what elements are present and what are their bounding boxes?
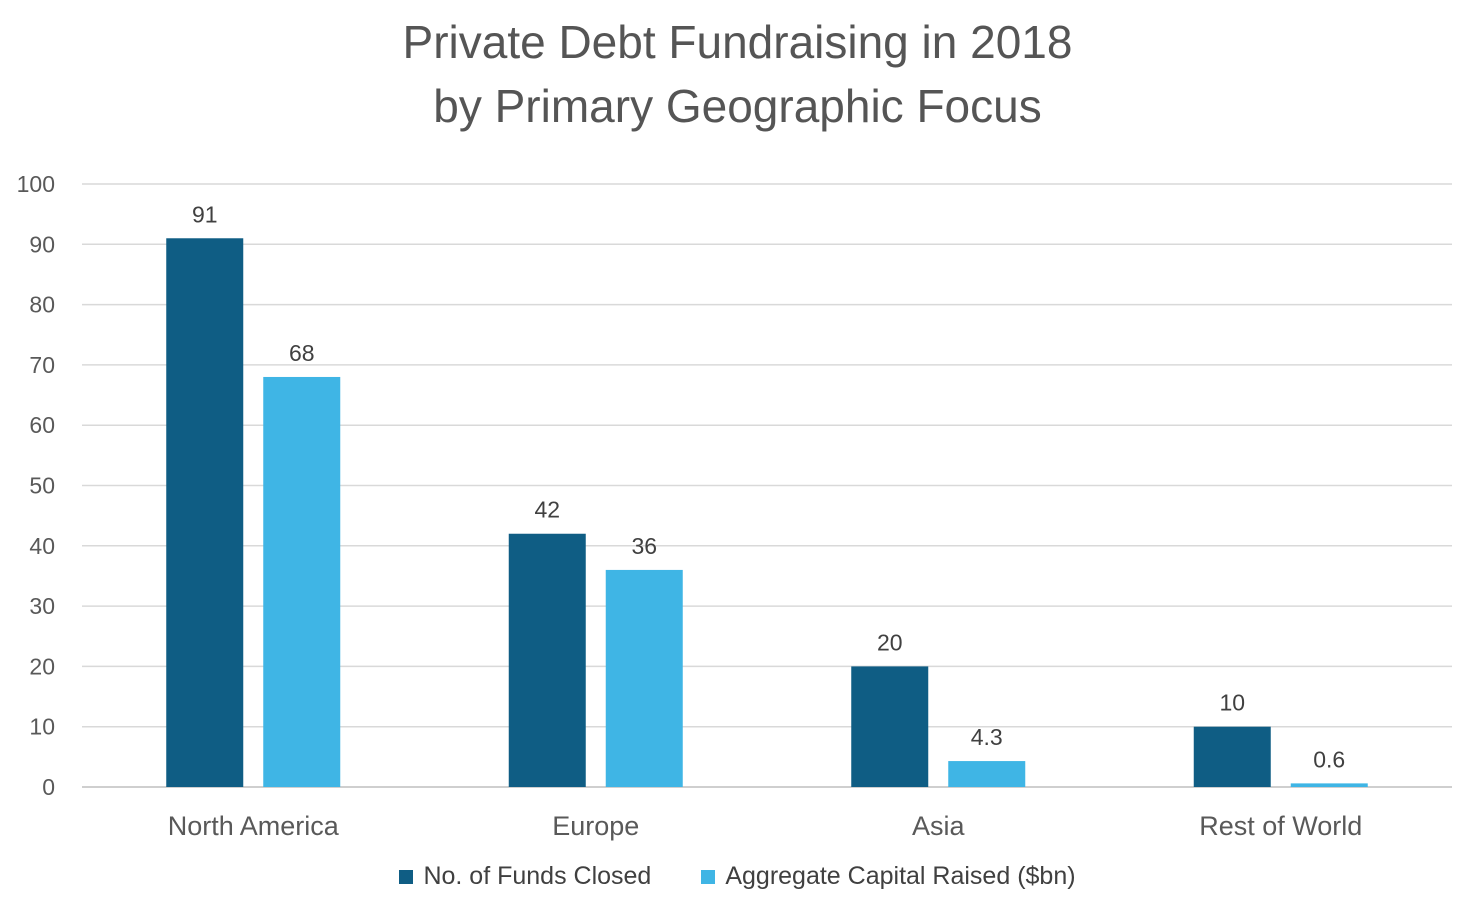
x-tick-label: Rest of World (1199, 811, 1362, 841)
legend-swatch-capital-raised (701, 869, 716, 884)
bar (948, 761, 1026, 787)
data-label: 10 (1219, 690, 1245, 716)
bar (605, 569, 683, 787)
legend: No. of Funds Closed Aggregate Capital Ra… (0, 862, 1475, 891)
y-tick-label: 40 (29, 533, 55, 559)
y-tick-label: 80 (29, 292, 55, 318)
data-label: 0.6 (1313, 746, 1345, 772)
chart-subtitle: by Primary Geographic Focus (433, 80, 1042, 132)
legend-item-funds-closed: No. of Funds Closed (399, 862, 651, 891)
y-tick-label: 10 (29, 714, 55, 740)
legend-label-funds-closed: No. of Funds Closed (423, 862, 652, 890)
x-tick-label: Asia (912, 811, 966, 841)
bar (1290, 783, 1368, 787)
data-label: 20 (877, 629, 903, 655)
data-labels: 91 68 42 36 20 4.3 10 0.6 (192, 201, 1345, 772)
data-label: 42 (534, 497, 560, 523)
legend-item-capital-raised: Aggregate Capital Raised ($bn) (701, 862, 1076, 891)
y-axis-ticks: 0 10 20 30 40 50 60 70 80 90 100 (17, 171, 55, 800)
y-tick-label: 70 (29, 352, 55, 378)
chart-title: Private Debt Fundraising in 2018 (402, 16, 1073, 68)
data-label: 36 (631, 533, 657, 559)
y-tick-label: 0 (42, 774, 55, 800)
bar (1193, 726, 1271, 787)
y-tick-label: 30 (29, 593, 55, 619)
data-label: 91 (192, 201, 218, 227)
y-tick-label: 100 (17, 171, 55, 197)
x-tick-label: Europe (552, 811, 639, 841)
data-label: 68 (289, 340, 315, 366)
bars (166, 238, 1368, 787)
bar (263, 376, 341, 787)
chart-title-block: Private Debt Fundraising in 2018 by Prim… (0, 10, 1475, 138)
data-label: 4.3 (971, 724, 1003, 750)
y-tick-label: 50 (29, 473, 55, 499)
bar (508, 533, 586, 787)
x-tick-label: North America (168, 811, 340, 841)
legend-label-capital-raised: Aggregate Capital Raised ($bn) (725, 862, 1076, 890)
x-axis-ticks: North America Europe Asia Rest of World (168, 811, 1363, 841)
y-tick-label: 90 (29, 231, 55, 257)
legend-swatch-funds-closed (399, 869, 414, 884)
y-tick-label: 60 (29, 412, 55, 438)
bar (851, 666, 929, 787)
y-tick-label: 20 (29, 653, 55, 679)
bar (166, 238, 244, 787)
